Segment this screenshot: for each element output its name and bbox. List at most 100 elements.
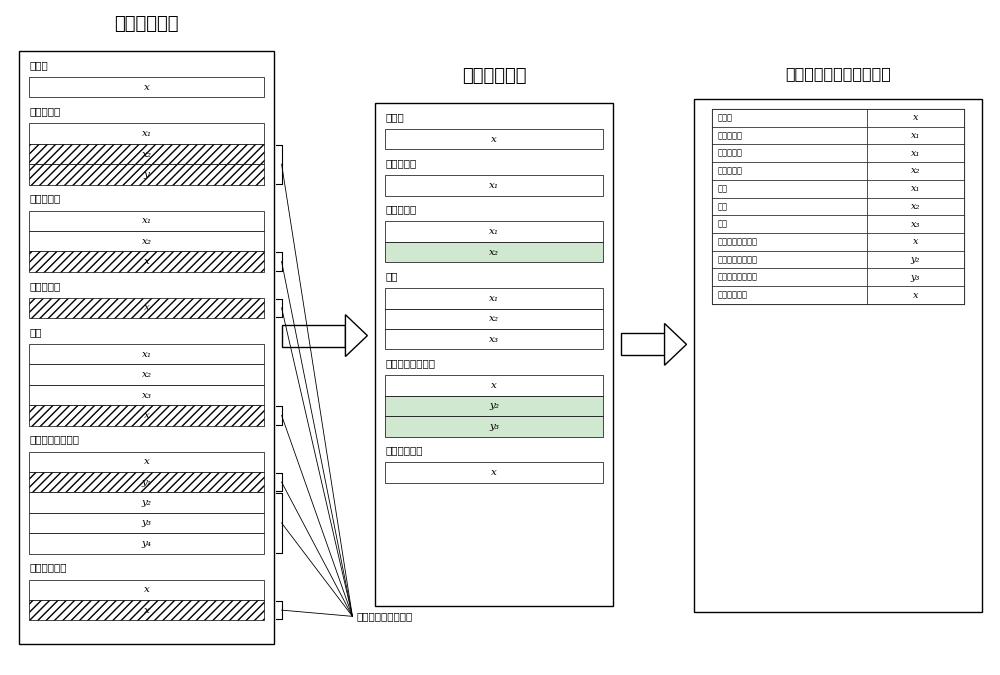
Bar bbox=[385, 129, 603, 149]
Text: 煤气放散塔: 煤气放散塔 bbox=[29, 281, 61, 291]
Text: x: x bbox=[491, 468, 497, 477]
Bar bbox=[867, 215, 964, 233]
Bar bbox=[712, 269, 867, 286]
Text: 锅炉: 锅炉 bbox=[717, 184, 727, 193]
Text: 凝汽式汽轮发电机: 凝汽式汽轮发电机 bbox=[717, 273, 757, 282]
Text: 煤气柜: 煤气柜 bbox=[717, 113, 732, 122]
Bar bbox=[867, 233, 964, 250]
Text: x₂: x₂ bbox=[489, 315, 499, 323]
Text: 锅炉: 锅炉 bbox=[717, 219, 727, 229]
Text: y₄: y₄ bbox=[141, 539, 151, 548]
Bar bbox=[29, 452, 264, 472]
Bar bbox=[867, 180, 964, 198]
Bar bbox=[385, 308, 603, 329]
Bar bbox=[29, 405, 264, 426]
Text: 凝汽式汽轮发电机: 凝汽式汽轮发电机 bbox=[717, 238, 757, 246]
Bar bbox=[29, 533, 264, 554]
Text: 减温减压装置: 减温减压装置 bbox=[385, 446, 423, 456]
Text: x: x bbox=[144, 83, 149, 92]
Bar bbox=[867, 198, 964, 215]
Bar bbox=[29, 164, 264, 185]
Bar bbox=[29, 364, 264, 385]
Bar bbox=[867, 250, 964, 269]
Text: x₂: x₂ bbox=[489, 248, 499, 256]
Text: y₁: y₁ bbox=[141, 478, 151, 487]
Bar bbox=[712, 233, 867, 250]
Text: x₁: x₁ bbox=[489, 181, 499, 190]
Text: x₂: x₂ bbox=[911, 167, 920, 176]
Text: y₃: y₃ bbox=[141, 518, 151, 527]
Text: x₁: x₁ bbox=[911, 184, 920, 193]
Text: 进化算法染色体基因构成: 进化算法染色体基因构成 bbox=[785, 66, 891, 81]
Bar bbox=[712, 180, 867, 198]
Bar bbox=[29, 124, 264, 144]
Bar bbox=[29, 231, 264, 251]
Text: y: y bbox=[144, 170, 149, 179]
Bar bbox=[29, 513, 264, 533]
Bar bbox=[712, 162, 867, 180]
Text: x₁: x₁ bbox=[141, 129, 151, 138]
Text: x₁: x₁ bbox=[489, 294, 499, 303]
Text: 煤气加压站: 煤气加压站 bbox=[717, 131, 742, 140]
Bar bbox=[712, 215, 867, 233]
Bar bbox=[29, 211, 264, 231]
Bar bbox=[385, 416, 603, 437]
Bar bbox=[867, 269, 964, 286]
Text: 不进入自由变量列表: 不进入自由变量列表 bbox=[356, 612, 413, 622]
Text: y₂: y₂ bbox=[141, 498, 151, 507]
Text: x: x bbox=[144, 585, 149, 594]
Text: x₂: x₂ bbox=[141, 237, 151, 246]
Text: 锅炉: 锅炉 bbox=[29, 327, 42, 337]
Text: x₃: x₃ bbox=[141, 391, 151, 400]
Bar bbox=[694, 99, 982, 612]
Text: 自由变量列表: 自由变量列表 bbox=[462, 67, 526, 85]
Bar bbox=[385, 329, 603, 350]
Text: 凝汽式汽轮发电机: 凝汽式汽轮发电机 bbox=[385, 358, 435, 369]
Text: 减温减压装置: 减温减压装置 bbox=[29, 562, 67, 572]
Bar bbox=[385, 221, 603, 242]
Bar bbox=[712, 109, 867, 127]
Text: 煤气混合站: 煤气混合站 bbox=[29, 194, 61, 204]
Bar bbox=[385, 288, 603, 308]
Text: y₂: y₂ bbox=[489, 402, 499, 410]
Bar bbox=[867, 162, 964, 180]
Bar bbox=[712, 286, 867, 304]
Text: 所有变量列表: 所有变量列表 bbox=[114, 16, 179, 33]
Text: x: x bbox=[913, 238, 918, 246]
Text: y₃: y₃ bbox=[489, 422, 499, 431]
Bar bbox=[385, 242, 603, 263]
Text: x₁: x₁ bbox=[911, 131, 920, 140]
Bar bbox=[867, 127, 964, 144]
Text: y₂: y₂ bbox=[911, 255, 920, 264]
Bar bbox=[29, 344, 264, 364]
Text: y₃: y₃ bbox=[911, 273, 920, 282]
Text: x: x bbox=[491, 381, 497, 390]
Text: x₃: x₃ bbox=[489, 335, 499, 344]
Text: 煤气柜: 煤气柜 bbox=[29, 60, 48, 70]
Text: x₂: x₂ bbox=[911, 202, 920, 211]
Bar bbox=[29, 492, 264, 513]
Text: x₁: x₁ bbox=[141, 350, 151, 358]
Text: x: x bbox=[491, 134, 497, 144]
Bar bbox=[712, 198, 867, 215]
Bar bbox=[29, 144, 264, 164]
Bar bbox=[712, 109, 964, 304]
Bar bbox=[29, 385, 264, 405]
Text: x: x bbox=[913, 113, 918, 122]
Text: x: x bbox=[144, 457, 149, 466]
Bar bbox=[19, 51, 274, 644]
Text: x: x bbox=[144, 303, 149, 313]
Text: x₂: x₂ bbox=[141, 149, 151, 159]
Text: 煤气加压站: 煤气加压站 bbox=[29, 107, 61, 116]
Bar bbox=[29, 251, 264, 272]
Text: x: x bbox=[144, 605, 149, 615]
Text: x: x bbox=[144, 257, 149, 266]
Text: 煤气混合站: 煤气混合站 bbox=[717, 167, 742, 176]
Text: x₁: x₁ bbox=[141, 216, 151, 225]
Text: 煤气加压站: 煤气加压站 bbox=[385, 158, 417, 168]
Bar bbox=[385, 396, 603, 416]
Polygon shape bbox=[665, 323, 686, 365]
Bar bbox=[385, 375, 603, 396]
Text: 煤气柜: 煤气柜 bbox=[385, 112, 404, 122]
Bar bbox=[867, 144, 964, 162]
